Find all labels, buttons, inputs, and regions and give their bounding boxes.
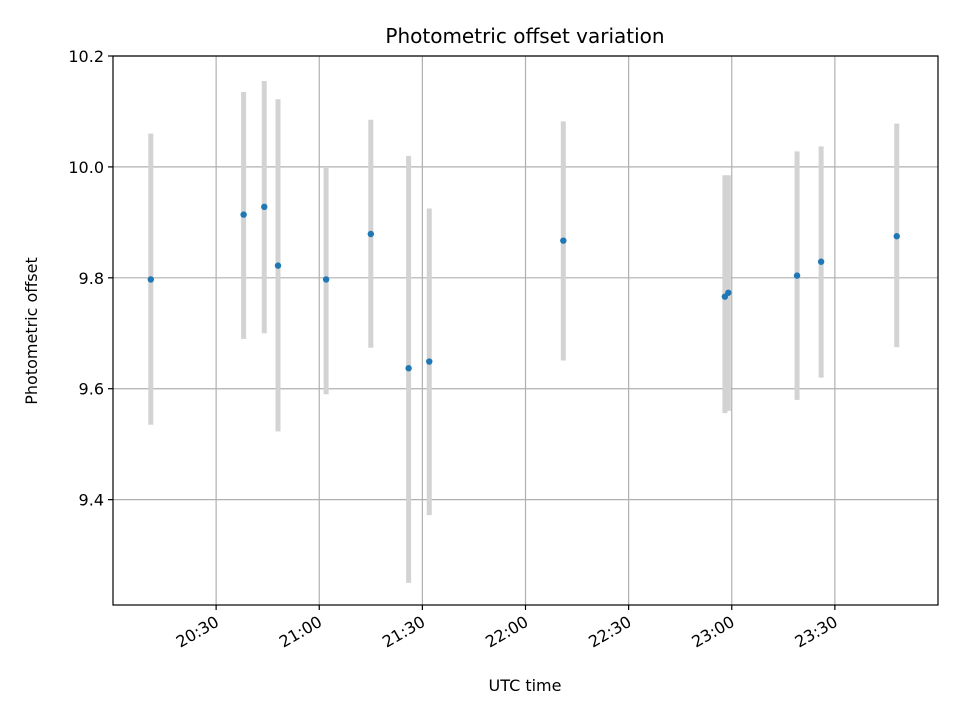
x-tick-label: 22:00 [482, 612, 531, 652]
x-tick-label: 22:30 [585, 612, 634, 652]
x-tick-label: 20:30 [173, 612, 222, 652]
data-point [240, 211, 247, 218]
x-tick-label: 23:00 [688, 612, 737, 652]
y-tick-label: 10.0 [68, 158, 104, 177]
data-point [261, 203, 268, 211]
data-point [893, 233, 900, 240]
data-point [147, 276, 155, 283]
data-point [405, 365, 412, 372]
data-point [817, 258, 825, 265]
data-point [725, 289, 732, 296]
data-point [322, 276, 330, 283]
data-points [147, 203, 900, 372]
chart-title: Photometric offset variation [385, 24, 664, 48]
x-tick-label: 21:30 [379, 612, 428, 652]
data-point [426, 358, 433, 365]
grid [113, 55, 938, 605]
x-axis-ticks: 20:30 21:00 21:30 22:00 22:30 23:00 23:30 [173, 605, 841, 652]
x-tick-label: 23:30 [791, 612, 840, 652]
y-axis-ticks: 9.4 9.6 9.8 10.0 10.2 [68, 47, 113, 510]
y-tick-label: 9.6 [79, 380, 104, 399]
y-tick-label: 10.2 [68, 47, 104, 66]
y-axis-label: Photometric offset [22, 257, 41, 405]
data-point [274, 262, 282, 269]
y-tick-label: 9.4 [79, 491, 104, 510]
y-tick-label: 9.8 [79, 269, 104, 288]
x-axis-label: UTC time [489, 676, 562, 695]
data-point [793, 272, 801, 279]
x-tick-label: 21:00 [276, 612, 325, 652]
data-point [367, 230, 375, 238]
data-point [560, 237, 567, 244]
